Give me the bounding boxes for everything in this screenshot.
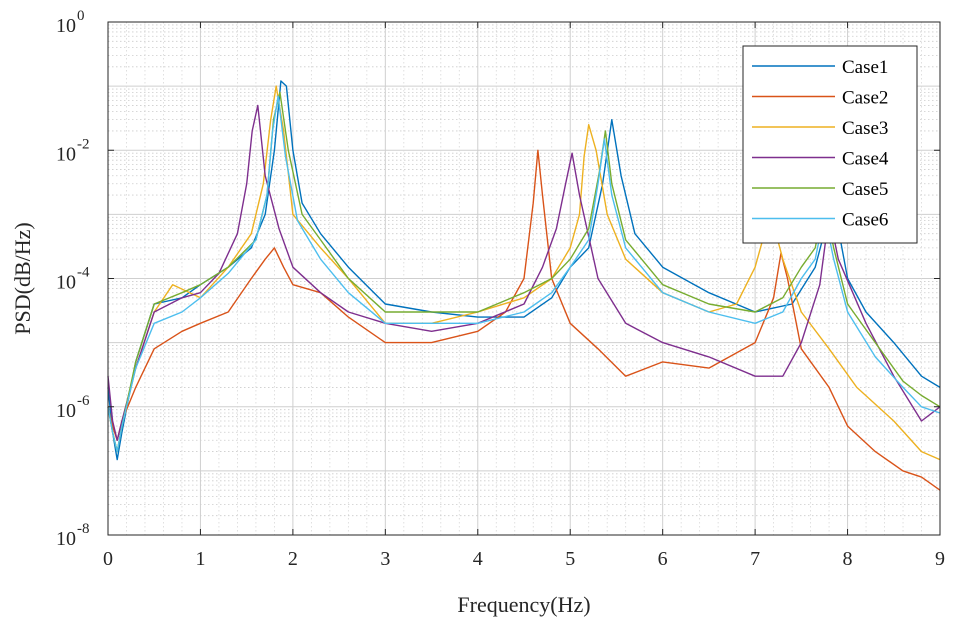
x-tick-label: 6: [658, 548, 668, 570]
x-axis-title: Frequency(Hz): [457, 592, 590, 617]
legend-label-case5: Case5: [842, 179, 888, 200]
y-tick-label: 10 -2: [56, 136, 90, 165]
x-tick-label: 4: [473, 548, 483, 570]
y-tick-label: 10 -6: [56, 393, 90, 422]
y-tick-exponent: -2: [77, 136, 90, 152]
y-tick-base: 10: [56, 400, 76, 422]
legend-label-case1: Case1: [842, 57, 888, 78]
series-line-case2: [107, 149, 941, 491]
x-tick-label: 0: [103, 548, 113, 570]
y-tick-label: 10 0: [56, 8, 85, 37]
y-tick-label: 10 -8: [56, 521, 90, 550]
x-tick-label: 2: [288, 548, 298, 570]
y-tick-exponent: -8: [77, 521, 90, 537]
axes: 0 1 2 3 4 5 6 7 8 910-810-610-410-210 0Frequency(H…: [10, 8, 945, 617]
x-tick-label: 9: [935, 548, 945, 570]
legend-box: [742, 45, 918, 244]
y-tick-exponent: -4: [77, 265, 90, 281]
y-tick-label: 10 -4: [56, 265, 90, 294]
y-tick-base: 10: [56, 272, 76, 294]
series-line-case1: [107, 80, 941, 461]
y-tick-exponent: -6: [77, 393, 90, 409]
legend: Case1 Case2 Case3 Case4 Case5 Case6: [742, 45, 918, 244]
series-line-case6: [107, 95, 941, 453]
x-tick-label: 7: [750, 548, 760, 570]
legend-label-case2: Case2: [842, 88, 888, 109]
legend-label-case3: Case3: [842, 118, 888, 139]
legend-label-case4: Case4: [842, 149, 889, 170]
y-tick-base: 10: [56, 528, 76, 550]
legend-label-case6: Case6: [842, 210, 888, 231]
y-tick-base: 10: [56, 143, 76, 165]
x-tick-label: 5: [565, 548, 575, 570]
x-tick-label: 3: [380, 548, 390, 570]
x-tick-label: 1: [195, 548, 205, 570]
y-axis-title: PSD(dB/Hz): [10, 222, 35, 334]
y-tick-exponent: 0: [77, 8, 85, 24]
y-tick-base: 10: [56, 15, 76, 37]
x-tick-label: 8: [843, 548, 853, 570]
